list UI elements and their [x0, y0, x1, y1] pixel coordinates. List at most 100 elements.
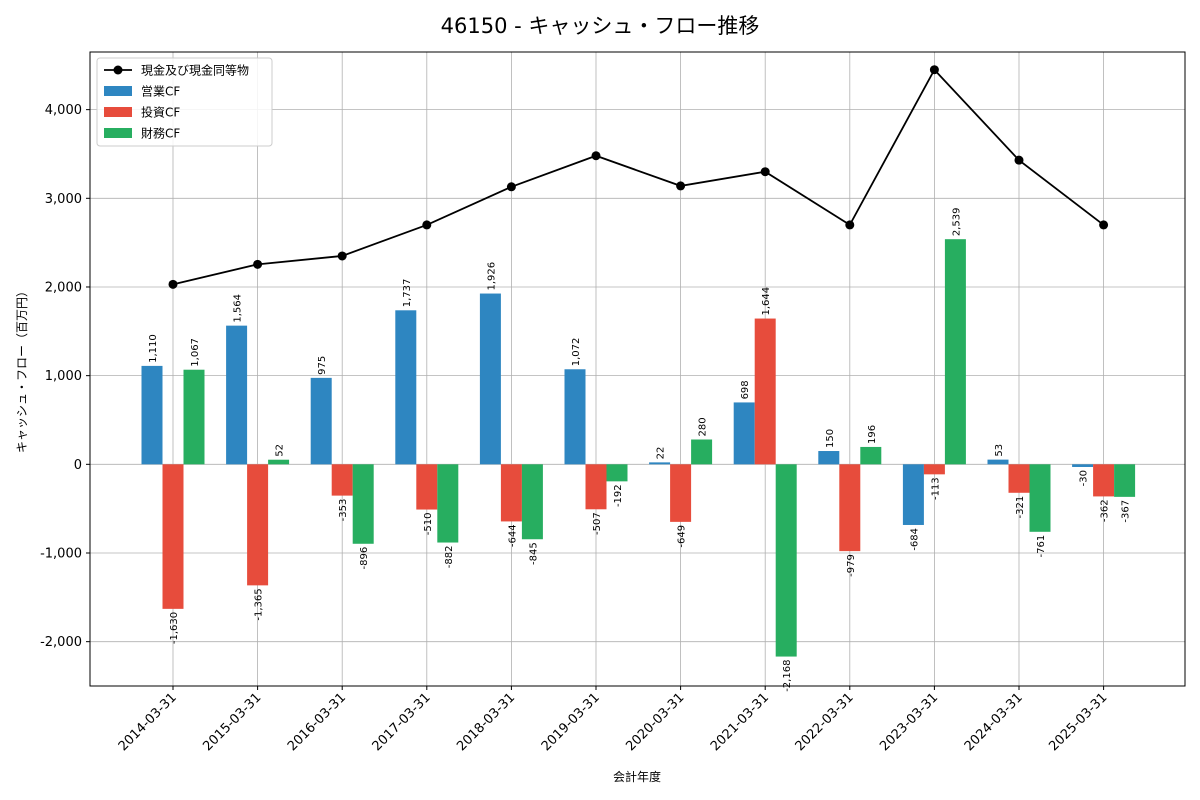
y-tick-label: 3,000 — [45, 192, 82, 207]
legend-box — [96, 57, 273, 147]
bar-value-label: 52 — [275, 444, 286, 457]
bar-value-label: -507 — [592, 512, 603, 535]
bar — [331, 464, 353, 496]
cash-line-point — [337, 251, 347, 261]
legend-bar-swatch — [104, 107, 132, 117]
bar-value-label: 1,067 — [190, 338, 201, 367]
bar-value-label: -979 — [846, 554, 857, 577]
bar — [1029, 464, 1051, 532]
bar-value-label: 1,564 — [233, 294, 244, 323]
x-tick-label: 2018-03-31 — [454, 690, 518, 754]
bar-value-label: -896 — [359, 547, 370, 570]
bar — [733, 402, 755, 465]
bar-value-label: 196 — [867, 425, 878, 444]
bar — [649, 462, 671, 465]
bar — [141, 365, 163, 465]
bar-value-label: -845 — [528, 542, 539, 565]
grid-lines — [90, 52, 1185, 686]
bar — [987, 459, 1009, 465]
bar-value-label: -644 — [507, 524, 518, 547]
bar-value-label: -684 — [909, 528, 920, 551]
bar-value-label: 280 — [698, 417, 709, 436]
y-tick-label: -2,000 — [40, 635, 82, 650]
bar-value-label: -510 — [423, 513, 434, 536]
x-tick-label: 2015-03-31 — [200, 690, 264, 754]
x-tick-label: 2020-03-31 — [623, 690, 687, 754]
cash-line-point — [1014, 155, 1024, 165]
bar — [500, 464, 522, 522]
cash-line — [168, 65, 1109, 289]
bar — [818, 451, 840, 465]
legend-marker — [113, 65, 123, 75]
bar-value-labels: 1,110 1,564 975 1,737 1,926 1,072 22 698 150 -684… — [148, 208, 1132, 692]
legend-label: 投資CF — [141, 105, 180, 120]
x-tick-label: 2023-03-31 — [877, 690, 941, 754]
cash-line-point — [845, 220, 855, 230]
bar — [268, 459, 290, 465]
bar — [416, 464, 438, 510]
x-tick-label: 2019-03-31 — [539, 690, 603, 754]
x-tick-label: 2017-03-31 — [370, 690, 434, 754]
bar — [1114, 464, 1136, 497]
bar — [606, 464, 628, 482]
cash-line-point — [676, 181, 686, 191]
bar — [521, 464, 543, 540]
bar-value-label: -192 — [613, 484, 624, 507]
bar-value-label: 2,539 — [951, 208, 962, 237]
bar — [352, 464, 374, 544]
legend-bar-swatch — [104, 128, 132, 138]
cash-line-point — [506, 182, 516, 192]
x-tick-label: 2025-03-31 — [1046, 690, 1110, 754]
bar — [754, 318, 776, 465]
cash-line-point — [929, 65, 939, 75]
bar-value-label: -321 — [1015, 496, 1026, 519]
bar-value-label: 698 — [740, 380, 751, 399]
bar — [902, 464, 924, 525]
cash-line-point — [591, 151, 601, 161]
bar — [923, 464, 945, 475]
cash-line-path — [172, 68, 1105, 286]
bar — [944, 239, 966, 465]
bar — [437, 464, 459, 543]
x-axis-label: 会計年度 — [613, 769, 661, 784]
bar — [775, 464, 797, 657]
bar-value-label: -2,168 — [782, 660, 793, 692]
bar-value-label: 1,644 — [761, 287, 772, 316]
bar — [1072, 464, 1094, 467]
bar — [1008, 464, 1030, 493]
plot-frame — [89, 51, 1186, 687]
bar — [839, 464, 861, 552]
cash-line-point — [422, 220, 432, 230]
bar-value-label: 1,926 — [486, 262, 497, 291]
bar-value-label: -362 — [1100, 499, 1111, 522]
bar — [395, 310, 417, 465]
bar-value-label: -353 — [338, 499, 349, 522]
bar — [585, 464, 607, 510]
bars — [141, 239, 1136, 657]
cash-line-point — [760, 167, 770, 177]
y-tick-label: 4,000 — [45, 103, 82, 118]
legend-label: 営業CF — [141, 85, 180, 99]
bar-value-label: -761 — [1036, 535, 1047, 558]
cash-line-point — [1099, 220, 1109, 230]
bar — [1093, 464, 1115, 497]
bar-value-label: -882 — [444, 546, 455, 569]
bar-value-label: 22 — [656, 447, 667, 460]
bar — [162, 464, 184, 609]
x-axis: 2014-03-31 2015-03-31 2016-03-31 2017-03-31… — [116, 686, 1110, 754]
bar — [670, 464, 692, 522]
y-tick-label: 2,000 — [45, 280, 82, 295]
bar-value-label: 1,072 — [571, 338, 582, 367]
x-tick-label: 2016-03-31 — [285, 690, 349, 754]
y-tick-label: -1,000 — [40, 546, 82, 561]
bar-value-label: -649 — [677, 525, 688, 548]
bar-value-label: -367 — [1121, 500, 1132, 523]
bar — [860, 446, 882, 465]
bar — [479, 293, 501, 465]
bar — [691, 439, 713, 465]
bar-value-label: 1,110 — [148, 334, 159, 363]
bar — [564, 369, 586, 465]
bar-value-label: 1,737 — [402, 279, 413, 308]
